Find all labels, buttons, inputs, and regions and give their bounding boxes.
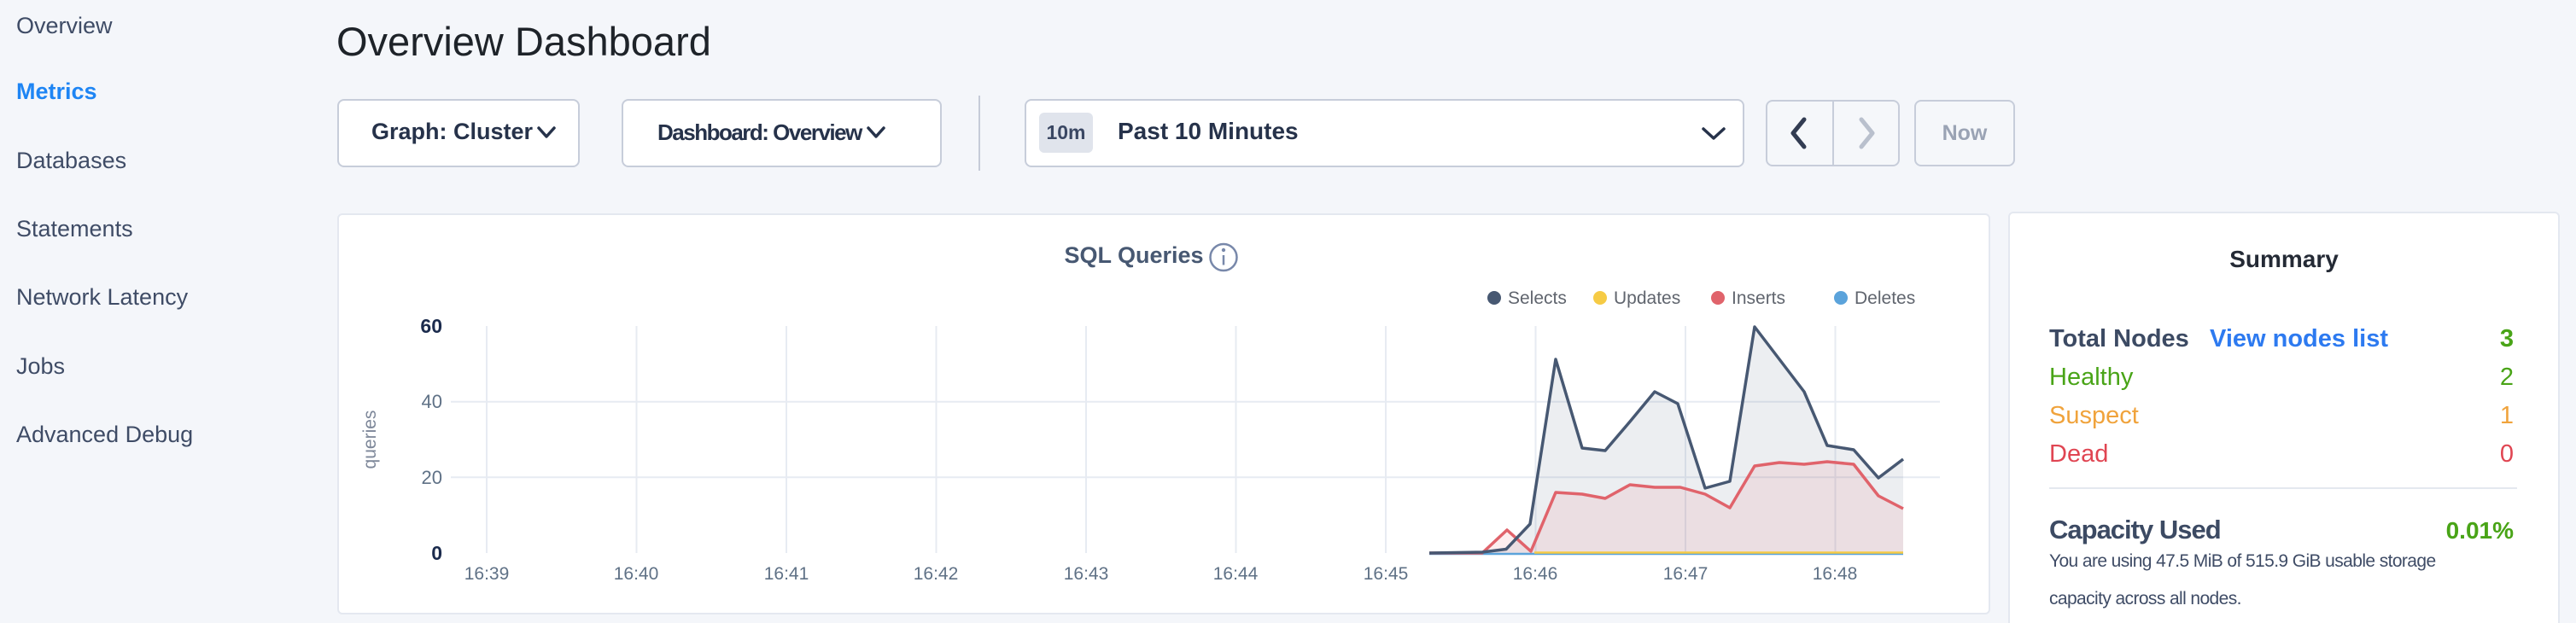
svg-text:16:45: 16:45: [1364, 564, 1409, 584]
svg-text:0: 0: [431, 542, 442, 564]
svg-text:queries: queries: [360, 410, 380, 469]
svg-text:20: 20: [422, 467, 442, 488]
svg-text:Inserts: Inserts: [1732, 288, 1785, 308]
svg-text:Updates: Updates: [1614, 288, 1680, 308]
svg-text:16:48: 16:48: [1813, 564, 1858, 584]
svg-text:16:43: 16:43: [1064, 564, 1109, 584]
svg-text:16:46: 16:46: [1513, 564, 1558, 584]
svg-text:16:47: 16:47: [1663, 564, 1709, 584]
svg-text:16:41: 16:41: [764, 564, 809, 584]
svg-text:16:40: 16:40: [614, 564, 659, 584]
svg-text:16:42: 16:42: [914, 564, 959, 584]
svg-text:Deletes: Deletes: [1855, 288, 1915, 308]
svg-text:16:39: 16:39: [464, 564, 510, 584]
svg-text:Selects: Selects: [1508, 288, 1567, 308]
svg-text:60: 60: [420, 315, 442, 337]
svg-text:16:44: 16:44: [1213, 564, 1259, 584]
svg-text:40: 40: [422, 391, 442, 412]
